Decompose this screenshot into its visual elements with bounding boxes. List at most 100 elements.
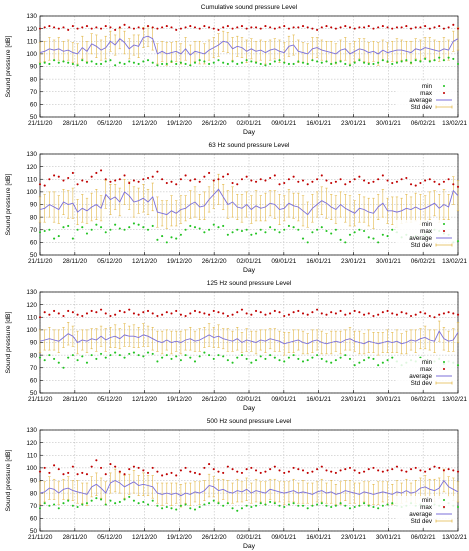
x-tick-label: 02/01/21 — [237, 120, 262, 127]
max-point — [62, 314, 65, 318]
max-point — [71, 465, 74, 468]
min-point — [100, 226, 103, 229]
max-point — [372, 314, 375, 318]
max-point — [372, 466, 375, 469]
chart-svg: Cumulative sound pressure Level 50 60 70 80 9… — [5, 4, 467, 136]
min-point — [297, 357, 300, 360]
min-point — [240, 61, 244, 64]
x-tick-label: 12/12/20 — [132, 534, 157, 541]
x-tick-label: 12/12/20 — [132, 258, 157, 265]
min-point — [53, 59, 56, 62]
max-point — [278, 311, 281, 314]
x-tick-label: 19/12/20 — [167, 120, 192, 127]
min-point — [456, 364, 460, 367]
min-point — [71, 504, 74, 507]
min-point — [71, 237, 74, 240]
min-point — [67, 499, 70, 502]
legend-label: average — [409, 97, 432, 104]
min-point — [334, 504, 337, 507]
legend-marker-min — [442, 498, 446, 502]
min-point — [348, 233, 352, 236]
max-point — [381, 470, 384, 473]
min-point — [254, 61, 258, 64]
max-point — [71, 311, 74, 314]
max-point — [269, 26, 272, 29]
y-tick-label: 70 — [30, 89, 38, 96]
legend-marker-min — [442, 222, 446, 226]
legend-marker-min — [442, 360, 446, 364]
legend-label: max — [420, 366, 433, 373]
max-point — [330, 470, 333, 473]
y-tick-label: 80 — [30, 490, 38, 497]
min-point — [231, 507, 234, 510]
max-point — [428, 178, 431, 181]
max-point — [100, 169, 103, 172]
max-point — [193, 178, 197, 181]
min-point — [123, 356, 126, 359]
max-point — [161, 178, 164, 181]
max-point — [452, 312, 455, 315]
max-point — [240, 25, 244, 28]
min-point — [372, 62, 375, 66]
min-point — [189, 64, 192, 67]
min-point — [358, 361, 361, 364]
max-point — [283, 471, 286, 474]
max-point — [132, 179, 135, 182]
max-point — [452, 469, 455, 472]
min-point — [344, 354, 347, 357]
min-point — [428, 60, 431, 63]
min-point — [165, 241, 168, 244]
min-point — [62, 502, 65, 505]
min-point — [38, 356, 42, 359]
max-point — [123, 23, 126, 26]
min-point — [137, 354, 140, 357]
max-point — [428, 314, 431, 318]
x-tick-label: 23/01/21 — [341, 534, 366, 541]
x-tick-label: 12/12/20 — [132, 120, 157, 127]
y-tick-label: 120 — [26, 302, 37, 309]
max-point — [353, 178, 356, 181]
max-point — [118, 178, 121, 181]
min-point — [363, 61, 366, 64]
y-tick-label: 80 — [30, 76, 38, 83]
max-point — [114, 179, 117, 182]
max-point — [424, 312, 427, 315]
max-point — [123, 174, 126, 177]
min-point — [170, 357, 173, 360]
y-tick-label: 120 — [26, 440, 37, 447]
max-point — [170, 312, 173, 315]
max-point — [424, 25, 427, 28]
min-point — [71, 62, 74, 66]
legend-marker-max — [442, 505, 446, 509]
max-point — [391, 312, 394, 315]
chart-svg: 500 Hz sound pressure Level 50 60 70 80 90 100… — [5, 418, 467, 550]
max-point — [381, 311, 384, 314]
min-point — [236, 356, 239, 359]
max-point — [193, 26, 197, 29]
min-point — [278, 231, 281, 234]
min-point — [109, 354, 112, 357]
x-tick-label: 05/12/20 — [97, 396, 122, 403]
plot-frame — [39, 429, 459, 532]
max-point — [175, 309, 178, 312]
min-point — [283, 61, 286, 64]
max-point — [38, 27, 42, 30]
max-point — [442, 312, 445, 315]
max-point — [419, 26, 422, 29]
max-point — [165, 25, 168, 28]
y-tick-label: 50 — [30, 252, 38, 259]
max-point — [43, 184, 46, 187]
min-point — [156, 504, 159, 507]
min-point — [381, 361, 384, 364]
max-point — [48, 25, 51, 28]
min-point — [259, 355, 262, 358]
max-point — [95, 171, 98, 174]
max-point — [348, 312, 352, 315]
max-point — [344, 313, 347, 316]
max-point — [344, 183, 347, 186]
y-tick-label: 50 — [30, 528, 38, 535]
min-point — [273, 502, 276, 505]
min-point — [292, 502, 295, 505]
max-point — [278, 26, 281, 29]
max-point — [254, 180, 258, 183]
